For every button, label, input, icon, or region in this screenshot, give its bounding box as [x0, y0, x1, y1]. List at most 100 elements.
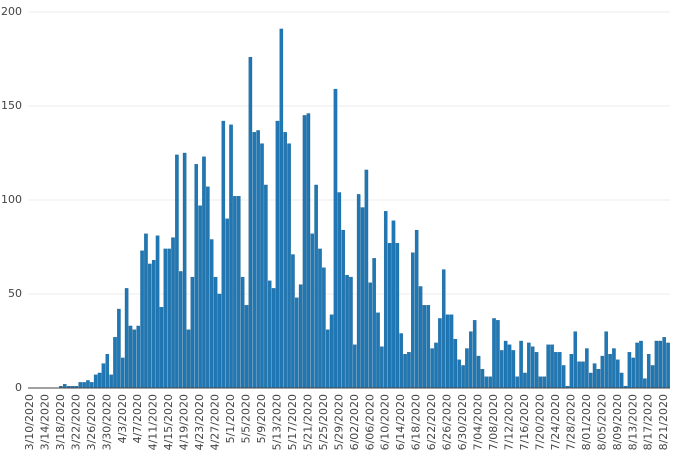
- x-tick-label: 6/10/2020: [379, 394, 392, 450]
- x-tick-label: 6/14/2020: [394, 394, 407, 450]
- bar: [511, 350, 516, 389]
- x-tick-label: 4/3/2020: [116, 394, 129, 443]
- bar: [445, 314, 450, 389]
- bar: [132, 329, 137, 389]
- bar: [430, 348, 434, 389]
- bar: [399, 333, 403, 389]
- bar: [380, 346, 384, 389]
- x-tick-label: 5/5/2020: [240, 394, 253, 443]
- bar: [527, 342, 531, 389]
- bar: [465, 348, 469, 389]
- bar: [507, 344, 512, 389]
- bar: [554, 352, 558, 389]
- bar: [109, 374, 113, 389]
- bar: [585, 348, 589, 389]
- bar: [639, 340, 643, 389]
- x-tick-label: 5/21/2020: [301, 394, 314, 450]
- bar: [368, 282, 373, 389]
- x-tick-label: 6/02/2020: [348, 394, 361, 450]
- bar: [488, 376, 492, 389]
- bar: [499, 350, 504, 389]
- bar: [225, 218, 229, 389]
- bar: [271, 288, 276, 389]
- bar: [163, 248, 168, 389]
- bar: [383, 211, 388, 389]
- bar: [237, 196, 241, 389]
- bar: [461, 365, 465, 389]
- bar: [356, 194, 361, 389]
- bar: [608, 354, 612, 389]
- bar: [62, 384, 67, 389]
- bar: [418, 286, 423, 389]
- bar: [407, 352, 411, 389]
- x-tick-label: 7/12/2020: [503, 394, 516, 450]
- x-tick-label: 6/30/2020: [456, 394, 469, 450]
- x-tick-label: 6/26/2020: [441, 394, 454, 450]
- bar: [217, 293, 222, 389]
- bar: [264, 184, 268, 389]
- x-tick-label: 6/06/2020: [363, 394, 376, 450]
- x-tick-label: 7/08/2020: [487, 394, 500, 450]
- bar: [349, 276, 353, 389]
- bar: [333, 88, 338, 389]
- bar: [314, 184, 318, 389]
- bar: [453, 338, 458, 389]
- y-tick-label: 50: [8, 287, 22, 300]
- bar: [353, 344, 357, 389]
- x-tick-label: 4/19/2020: [178, 394, 191, 450]
- bar: [302, 115, 307, 389]
- bar: [341, 229, 345, 389]
- bar: [658, 340, 663, 389]
- bar: [322, 267, 326, 389]
- bar: [476, 355, 481, 389]
- bar: [167, 248, 171, 389]
- bar: [252, 132, 257, 389]
- bar: [604, 331, 608, 389]
- bar: [124, 288, 129, 389]
- bar: [325, 329, 330, 389]
- bar: [616, 359, 620, 389]
- bar: [159, 307, 164, 389]
- bar: [627, 352, 632, 389]
- bar: [588, 372, 593, 389]
- bar: [128, 325, 133, 389]
- x-tick-label: 7/16/2020: [518, 394, 531, 450]
- bar: [376, 312, 380, 389]
- bar: [171, 237, 175, 389]
- bar: [387, 243, 392, 389]
- bar: [182, 152, 187, 389]
- bar: [646, 354, 651, 389]
- bar: [484, 376, 489, 389]
- bar: [503, 340, 508, 389]
- x-tick-label: 6/18/2020: [410, 394, 423, 450]
- bar: [151, 260, 156, 389]
- bar: [213, 276, 218, 389]
- bar: [364, 169, 369, 389]
- bar: [82, 382, 86, 389]
- bar: [267, 280, 272, 389]
- bar: [480, 369, 485, 389]
- bar: [345, 275, 349, 389]
- bar: [581, 361, 585, 389]
- bar: [221, 120, 226, 389]
- bar: [550, 344, 554, 389]
- bar: [298, 284, 303, 389]
- bar: [523, 372, 527, 389]
- x-tick-label: 5/9/2020: [255, 394, 268, 443]
- bar: [414, 229, 419, 389]
- x-tick-label: 5/1/2020: [224, 394, 237, 443]
- bar: [569, 354, 574, 389]
- bar: [310, 233, 315, 389]
- x-tick-label: 3/14/2020: [38, 394, 51, 450]
- bar: [426, 305, 431, 389]
- bar: [561, 365, 566, 389]
- bar: [78, 382, 82, 389]
- x-tick-label: 3/22/2020: [69, 394, 82, 450]
- bar: [260, 143, 264, 389]
- bar: [318, 248, 322, 389]
- x-tick-label: 7/24/2020: [549, 394, 562, 450]
- bar: [530, 346, 535, 389]
- bar: [287, 143, 291, 389]
- bar: [240, 276, 245, 389]
